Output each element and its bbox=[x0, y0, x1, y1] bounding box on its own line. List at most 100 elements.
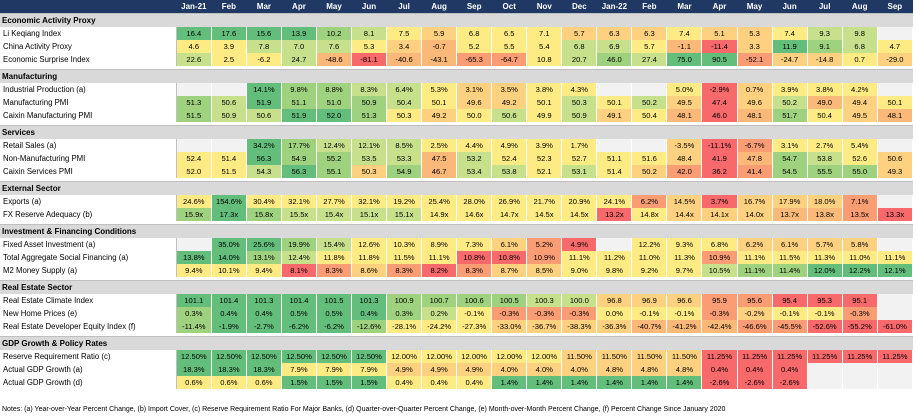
indicator-value-cell: 55.5 bbox=[807, 165, 843, 178]
indicator-value-cell bbox=[877, 376, 914, 389]
indicator-value-cell: 52.7 bbox=[561, 152, 598, 165]
indicator-row: Caixin Manufacturing PMI 51.5 50.9 50.6 51.9… bbox=[0, 109, 914, 122]
indicator-value-cell: 51.1 bbox=[596, 152, 633, 165]
indicator-value-cell: 49.4 bbox=[842, 96, 878, 109]
indicator-value-cell: 15.8x bbox=[246, 208, 282, 221]
indicator-value-cell: 11.25% bbox=[737, 350, 773, 363]
indicator-value-cell: 50.9 bbox=[211, 109, 247, 122]
column-header: Feb bbox=[631, 0, 667, 14]
indicator-value-cell: 4.9% bbox=[421, 363, 458, 376]
indicator-value-cell: 50.4 bbox=[631, 109, 668, 122]
indicator-value-cell: -24.2% bbox=[421, 320, 458, 333]
section-header-row: External Sector bbox=[0, 181, 913, 195]
indicator-value-cell bbox=[176, 238, 212, 251]
indicator-value-cell: 17.3x bbox=[211, 208, 247, 221]
indicator-value-cell: -6.2 bbox=[246, 53, 282, 66]
indicator-value-cell: 14.7x bbox=[491, 208, 528, 221]
indicator-value-cell: 12.00% bbox=[491, 350, 528, 363]
indicator-value-cell: 9.8% bbox=[596, 264, 633, 277]
indicator-value-cell: 49.5 bbox=[666, 96, 703, 109]
indicator-label: New Home Prices (e) bbox=[0, 307, 177, 320]
indicator-value-cell: 12.00% bbox=[456, 350, 493, 363]
indicator-value-cell: 4.9% bbox=[561, 238, 598, 251]
indicator-row: Manufacturing PMI 51.3 50.6 51.9 51.1 51.0 50.… bbox=[0, 96, 914, 109]
indicator-value-cell: 11.8% bbox=[316, 251, 353, 264]
indicator-heatmap-table: Jan-21 Feb Mar Apr May Jun Jul Aug Sep Oct Nov Dec J… bbox=[0, 0, 914, 389]
indicator-value-cell: 8.2% bbox=[421, 264, 458, 277]
indicator-value-cell: 154.6% bbox=[211, 195, 247, 208]
indicator-value-cell bbox=[877, 307, 914, 320]
indicator-value-cell bbox=[211, 83, 247, 96]
indicator-value-cell: 18.0% bbox=[807, 195, 843, 208]
indicator-value-cell: 7.9% bbox=[351, 363, 388, 376]
indicator-value-cell: 6.5 bbox=[491, 27, 528, 40]
indicator-value-cell: 10.8 bbox=[526, 53, 563, 66]
indicator-value-cell: -11.4% bbox=[176, 320, 212, 333]
footnotes: Notes: (a) Year-over-Year Percent Change… bbox=[2, 406, 726, 413]
column-header: Mar bbox=[666, 0, 702, 14]
indicator-value-cell: 7.4 bbox=[772, 27, 808, 40]
indicator-value-cell: 101.5 bbox=[316, 294, 353, 307]
indicator-value-cell: 42.0 bbox=[666, 165, 703, 178]
indicator-value-cell: 6.8% bbox=[701, 238, 738, 251]
indicator-value-cell: 12.2% bbox=[631, 238, 668, 251]
indicator-value-cell: 12.50% bbox=[176, 350, 212, 363]
column-header: Aug bbox=[842, 0, 878, 14]
indicator-value-cell: 52.1 bbox=[526, 165, 563, 178]
section-spacer bbox=[0, 277, 913, 281]
indicator-value-cell: 48.1 bbox=[877, 109, 914, 122]
column-header: Jan-21 bbox=[176, 0, 212, 14]
indicator-value-cell: -38.3% bbox=[561, 320, 598, 333]
indicator-value-cell: 48.1 bbox=[666, 109, 703, 122]
indicator-value-cell: 1.5% bbox=[316, 376, 353, 389]
indicator-value-cell: 50.4 bbox=[386, 96, 423, 109]
indicator-value-cell: 9.0% bbox=[561, 264, 598, 277]
indicator-value-cell bbox=[877, 27, 914, 40]
indicator-value-cell: 14.5x bbox=[561, 208, 598, 221]
indicator-value-cell: 9.3 bbox=[807, 27, 843, 40]
indicator-value-cell: 8.3% bbox=[386, 264, 423, 277]
indicator-value-cell: 54.3 bbox=[246, 165, 282, 178]
indicator-row: Exports (a) 24.6% 154.6% 30.4% 32.1% 27.7% 32.… bbox=[0, 195, 914, 208]
indicator-value-cell: 27.4 bbox=[631, 53, 668, 66]
section-spacer-cell bbox=[0, 333, 913, 337]
indicator-value-cell: 12.50% bbox=[281, 350, 317, 363]
indicator-value-cell: 51.6 bbox=[631, 152, 668, 165]
indicator-value-cell: 5.7 bbox=[561, 27, 598, 40]
indicator-row: M2 Money Supply (a) 9.4% 10.1% 9.4% 8.1% 8.3%… bbox=[0, 264, 914, 277]
indicator-value-cell: 4.0% bbox=[561, 363, 598, 376]
indicator-value-cell: 11.50% bbox=[666, 350, 703, 363]
indicator-value-cell: 8.3% bbox=[456, 264, 493, 277]
indicator-value-cell bbox=[596, 238, 633, 251]
indicator-value-cell: 13.8% bbox=[176, 251, 212, 264]
indicator-value-cell: 1.4% bbox=[596, 376, 633, 389]
indicator-value-cell: 41.4 bbox=[737, 165, 773, 178]
section-header-row: Real Estate Sector bbox=[0, 280, 913, 294]
indicator-value-cell: 101.4 bbox=[211, 294, 247, 307]
indicator-value-cell: -36.3% bbox=[596, 320, 633, 333]
indicator-value-cell: -45.5% bbox=[772, 320, 808, 333]
section-title: External Sector bbox=[0, 181, 913, 195]
indicator-value-cell: 100.3 bbox=[526, 294, 563, 307]
indicator-value-cell: 8.5% bbox=[526, 264, 563, 277]
indicator-value-cell: 4.4% bbox=[456, 139, 493, 152]
indicator-value-cell: 26.9% bbox=[491, 195, 528, 208]
indicator-value-cell: 10.5% bbox=[701, 264, 738, 277]
indicator-label: Total Aggregate Social Financing (a) bbox=[0, 251, 177, 264]
indicator-value-cell: 50.1 bbox=[526, 96, 563, 109]
indicator-value-cell: -14.8 bbox=[807, 53, 843, 66]
indicator-value-cell: 53.5 bbox=[351, 152, 388, 165]
indicator-value-cell: 11.50% bbox=[631, 350, 668, 363]
indicator-value-cell: 7.1 bbox=[526, 27, 563, 40]
indicator-value-cell: 15.5x bbox=[281, 208, 317, 221]
indicator-value-cell bbox=[877, 294, 914, 307]
indicator-value-cell: 1.4% bbox=[491, 376, 528, 389]
indicator-value-cell: 7.8 bbox=[246, 40, 282, 53]
indicator-value-cell bbox=[631, 139, 668, 152]
indicator-value-cell: 52.4 bbox=[176, 152, 212, 165]
indicator-value-cell bbox=[176, 83, 212, 96]
indicator-value-cell: 4.2% bbox=[842, 83, 878, 96]
indicator-value-cell: 95.4 bbox=[772, 294, 808, 307]
indicator-value-cell: 2.5 bbox=[211, 53, 247, 66]
